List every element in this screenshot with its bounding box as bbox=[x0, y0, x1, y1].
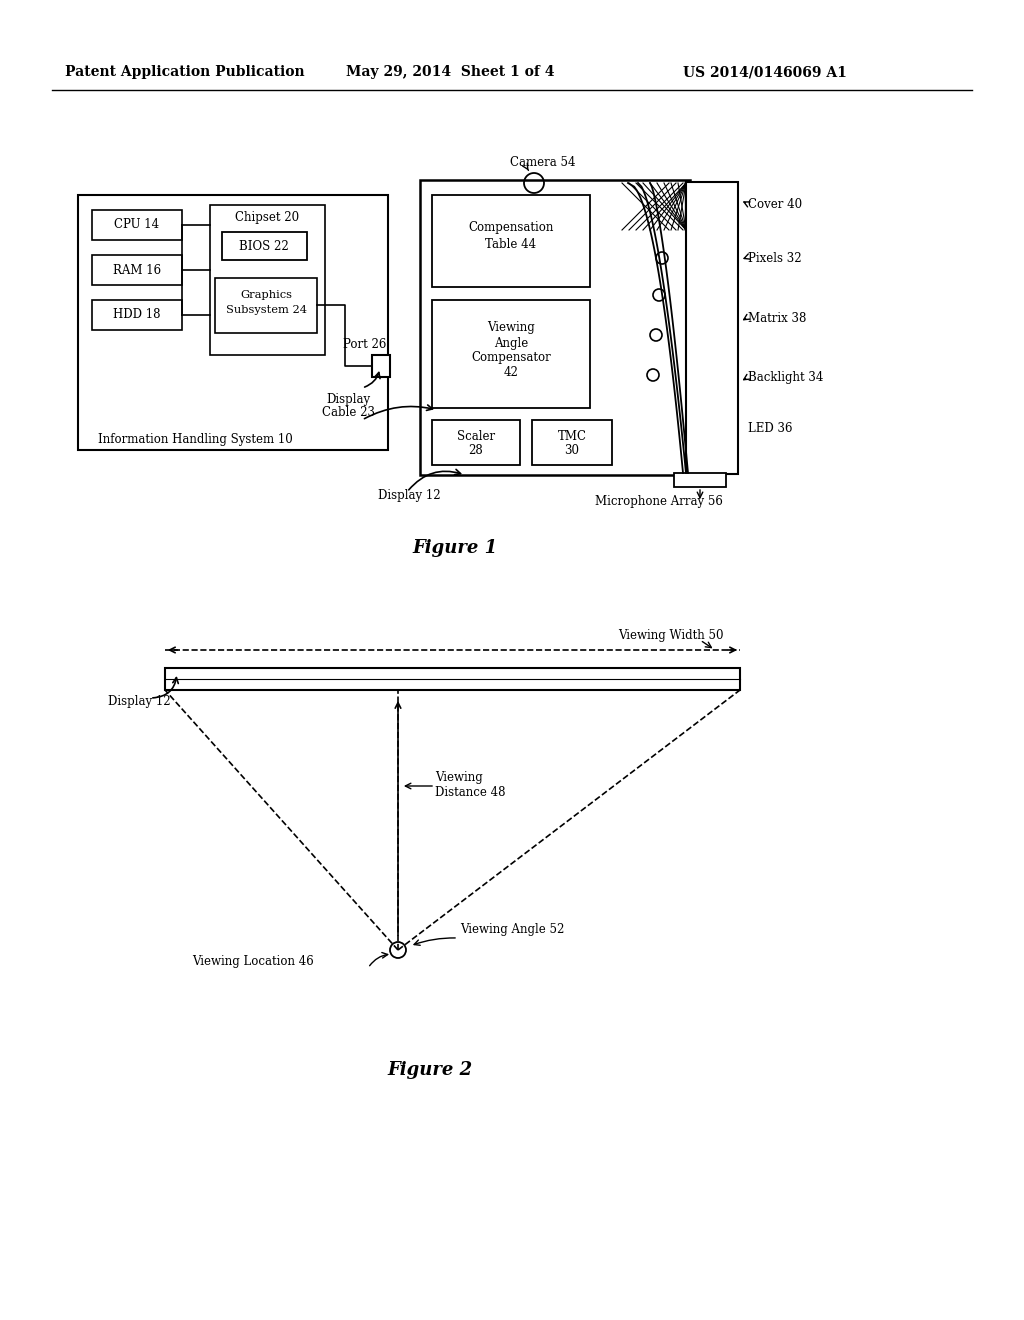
Text: Table 44: Table 44 bbox=[485, 238, 537, 251]
Text: Pixels 32: Pixels 32 bbox=[748, 252, 802, 264]
Text: Figure 1: Figure 1 bbox=[413, 539, 498, 557]
Text: Viewing: Viewing bbox=[487, 322, 535, 334]
Bar bbox=[420, 180, 690, 475]
Bar bbox=[210, 205, 325, 355]
Bar bbox=[686, 182, 738, 474]
Text: Display 12: Display 12 bbox=[378, 488, 440, 502]
Text: Matrix 38: Matrix 38 bbox=[748, 312, 806, 325]
Bar bbox=[92, 255, 182, 285]
Text: 30: 30 bbox=[564, 444, 580, 457]
Bar bbox=[432, 420, 520, 465]
Bar bbox=[432, 195, 590, 286]
Text: Scaler: Scaler bbox=[457, 429, 495, 442]
Bar bbox=[372, 355, 390, 378]
Text: Viewing Location 46: Viewing Location 46 bbox=[193, 956, 313, 969]
Text: Cable 23: Cable 23 bbox=[322, 407, 375, 420]
Text: Port 26: Port 26 bbox=[343, 338, 387, 351]
Text: Chipset 20: Chipset 20 bbox=[234, 211, 299, 224]
Bar bbox=[78, 195, 388, 450]
Text: CPU 14: CPU 14 bbox=[115, 219, 160, 231]
Bar bbox=[432, 300, 590, 408]
Text: Angle: Angle bbox=[494, 337, 528, 350]
Text: Display 12: Display 12 bbox=[108, 696, 171, 709]
Text: US 2014/0146069 A1: US 2014/0146069 A1 bbox=[683, 65, 847, 79]
Bar bbox=[215, 279, 317, 333]
Bar bbox=[674, 473, 726, 487]
Bar bbox=[222, 232, 307, 260]
Text: Backlight 34: Backlight 34 bbox=[748, 371, 823, 384]
Text: Compensator: Compensator bbox=[471, 351, 551, 364]
Text: Patent Application Publication: Patent Application Publication bbox=[66, 65, 305, 79]
Text: May 29, 2014  Sheet 1 of 4: May 29, 2014 Sheet 1 of 4 bbox=[346, 65, 554, 79]
Text: Graphics: Graphics bbox=[240, 290, 292, 300]
Text: 28: 28 bbox=[469, 444, 483, 457]
Text: Viewing: Viewing bbox=[435, 771, 482, 784]
Text: BIOS 22: BIOS 22 bbox=[240, 239, 289, 252]
Bar bbox=[92, 300, 182, 330]
Bar bbox=[532, 420, 612, 465]
Text: Figure 2: Figure 2 bbox=[387, 1061, 472, 1078]
Text: LED 36: LED 36 bbox=[748, 421, 793, 434]
Text: TMC: TMC bbox=[557, 429, 587, 442]
Text: Information Handling System 10: Information Handling System 10 bbox=[97, 433, 293, 446]
Text: Camera 54: Camera 54 bbox=[510, 157, 575, 169]
Text: Viewing Angle 52: Viewing Angle 52 bbox=[460, 924, 564, 936]
Text: 42: 42 bbox=[504, 367, 518, 380]
Bar bbox=[165, 668, 740, 690]
Text: Compensation: Compensation bbox=[468, 222, 554, 235]
Text: RAM 16: RAM 16 bbox=[113, 264, 161, 276]
Bar bbox=[92, 210, 182, 240]
Text: Display: Display bbox=[326, 393, 370, 407]
Text: Subsystem 24: Subsystem 24 bbox=[225, 305, 306, 315]
Text: Distance 48: Distance 48 bbox=[435, 785, 506, 799]
Text: Microphone Array 56: Microphone Array 56 bbox=[595, 495, 723, 508]
Text: Cover 40: Cover 40 bbox=[748, 198, 802, 211]
Text: HDD 18: HDD 18 bbox=[114, 309, 161, 322]
Text: Viewing Width 50: Viewing Width 50 bbox=[618, 630, 724, 643]
